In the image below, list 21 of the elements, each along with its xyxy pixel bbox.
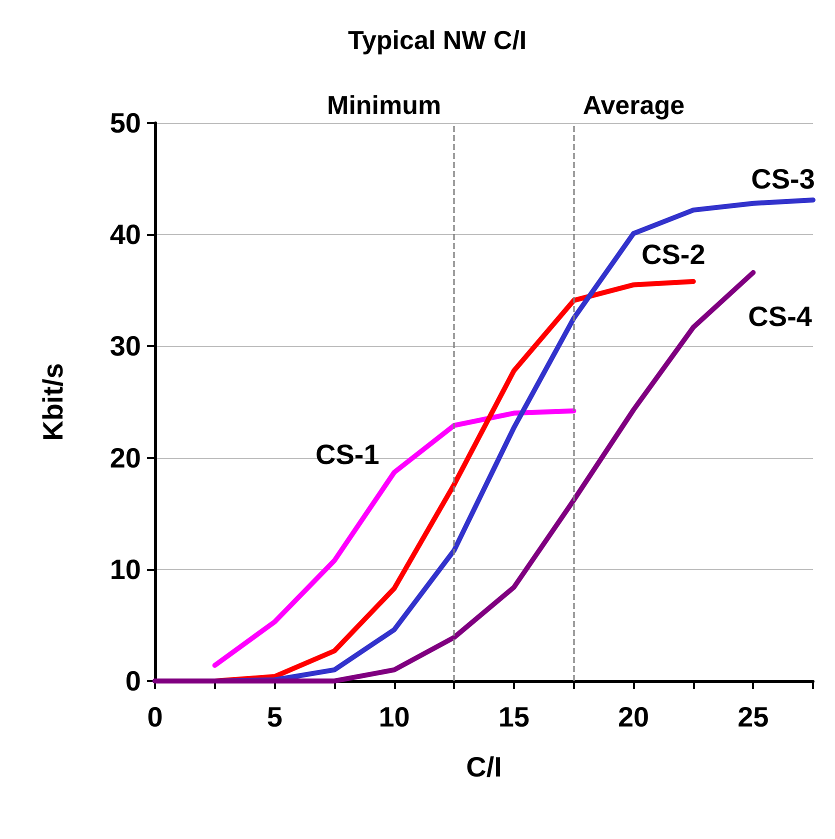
y-tick-label: 10 (110, 554, 141, 585)
x-tick-label: 10 (378, 702, 410, 732)
x-tick-label: 25 (738, 702, 769, 732)
x-tick-label: 5 (266, 702, 282, 732)
y-tick-label: 20 (110, 442, 141, 474)
x-tick-label: 0 (147, 702, 163, 732)
x-tick-label: 20 (618, 702, 650, 732)
ref-line-label: Average (582, 90, 685, 120)
y-tick-label: 0 (125, 666, 141, 696)
series-label: CS-2 (641, 238, 706, 270)
y-axis-title: Kbit/s (38, 363, 68, 441)
x-tick-label: 15 (498, 702, 530, 732)
series-label: CS-4 (748, 301, 812, 332)
ref-line-label: Minimum (327, 90, 442, 120)
series-label: CS-3 (751, 164, 815, 195)
x-axis-title: C/I (466, 752, 502, 782)
series-label: CS-1 (315, 438, 380, 470)
chart-title: Typical NW C/I (348, 25, 527, 55)
y-tick-label: 50 (110, 108, 141, 138)
y-tick-label: 40 (110, 219, 141, 250)
y-tick-label: 30 (110, 330, 141, 362)
